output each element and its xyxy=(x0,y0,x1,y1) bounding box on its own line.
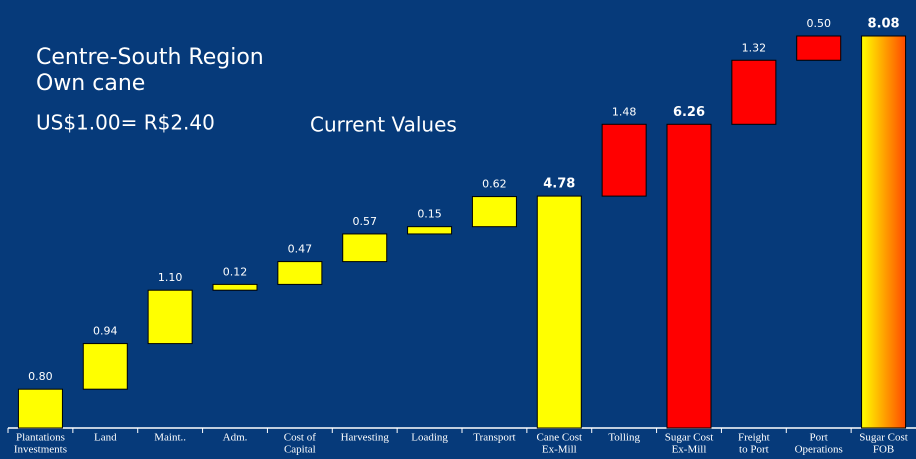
x-tick-label: to Port xyxy=(739,444,769,456)
x-tick-label: Plantations xyxy=(16,432,65,444)
bar xyxy=(82,343,128,390)
value-label: 0.57 xyxy=(352,215,377,228)
value-label: 1.48 xyxy=(612,105,637,118)
x-tick-label: Ex-Mill xyxy=(672,444,707,456)
bar xyxy=(666,123,712,429)
value-label: 0.94 xyxy=(93,325,118,338)
x-tick-label: Transport xyxy=(473,432,515,444)
bar xyxy=(342,233,388,263)
x-tick-label: Ex-Mill xyxy=(542,444,577,456)
x-tick-label: Maint.. xyxy=(154,432,186,444)
bar xyxy=(17,388,63,429)
chart-title: Centre-South Region xyxy=(36,45,264,70)
bar xyxy=(796,35,842,61)
bar xyxy=(407,226,453,235)
value-label: 0.80 xyxy=(28,370,53,383)
annotation: US$1.00= R$2.40 xyxy=(36,111,215,135)
bar xyxy=(731,59,777,125)
bar xyxy=(471,196,517,228)
value-label: 0.50 xyxy=(806,17,831,30)
bar xyxy=(601,123,647,197)
x-tick-label: Port xyxy=(810,432,828,444)
x-tick-label: Sugar Cost xyxy=(859,432,908,444)
chart-subtitle: Own cane xyxy=(36,71,145,96)
value-label: 0.62 xyxy=(482,178,507,191)
bar xyxy=(861,35,907,429)
x-tick-label: Tolling xyxy=(608,432,640,444)
x-tick-label: Harvesting xyxy=(341,432,390,444)
x-tick-label: Land xyxy=(94,432,117,444)
value-label: 1.32 xyxy=(742,41,767,54)
x-tick-label: Sugar Cost xyxy=(665,432,714,444)
value-label: 0.47 xyxy=(288,243,313,256)
x-tick-label: Investments xyxy=(14,444,67,456)
x-tick-label: Operations xyxy=(795,444,843,456)
bar xyxy=(212,283,258,291)
bar xyxy=(277,261,323,285)
value-label: 1.10 xyxy=(158,271,183,284)
x-tick-label: Adm. xyxy=(223,432,248,444)
value-label: 0.12 xyxy=(223,265,248,278)
x-tick-label: Cost of xyxy=(284,432,316,444)
bar xyxy=(536,195,582,429)
x-tick-label: Loading xyxy=(411,432,448,444)
annotation: Current Values xyxy=(310,113,457,137)
x-tick-label: Capital xyxy=(284,444,316,456)
bar xyxy=(147,289,193,345)
x-tick-label: FOB xyxy=(873,444,894,456)
x-tick-label: Cane Cost xyxy=(537,432,583,444)
value-label: 8.08 xyxy=(868,17,900,32)
x-tick-label: Freight xyxy=(738,432,770,444)
value-label: 4.78 xyxy=(543,177,575,192)
value-label: 0.15 xyxy=(417,208,442,221)
value-label: 6.26 xyxy=(673,105,705,120)
